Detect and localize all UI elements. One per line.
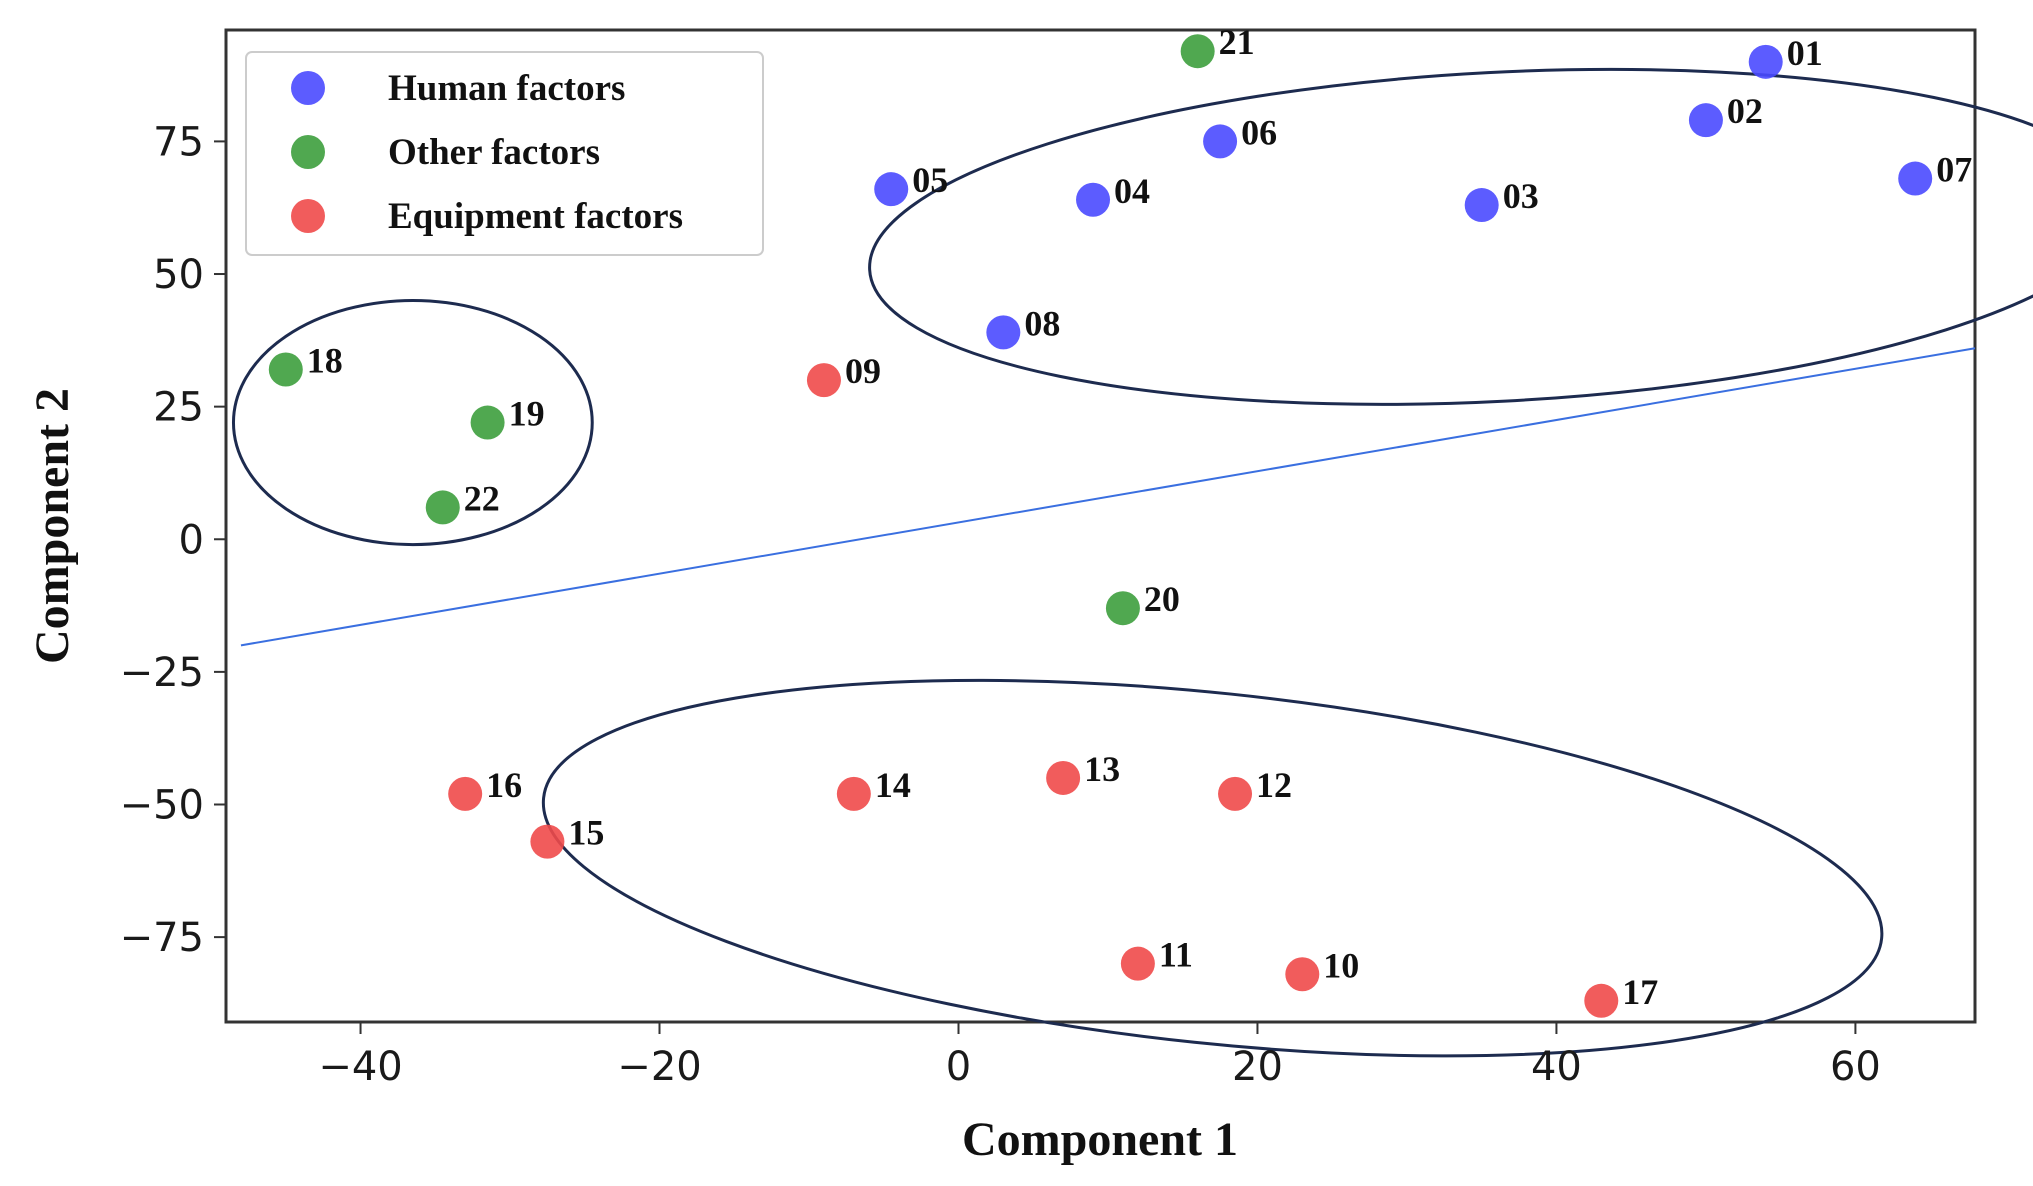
data-point-label: 05 [912,160,948,200]
data-point-label: 22 [464,478,500,518]
y-tick-label: −75 [120,915,204,961]
legend-marker [291,135,325,169]
data-points: 01 02 03 04 05 06 07 08 18 19 20 21 22 09 10 11 12 13 14 15… [268,22,1972,1018]
data-point-label: 11 [1159,935,1193,975]
data-point [986,315,1021,350]
data-point [1218,776,1253,811]
legend-marker [291,199,325,233]
annotations-layer [231,67,2033,1058]
data-point-label: 02 [1727,91,1763,131]
data-point [1046,760,1081,795]
x-tick-label: 0 [946,1044,971,1090]
data-point-label: 17 [1622,972,1658,1012]
plot-area-frame [224,28,1977,1024]
data-point-label: 09 [845,351,881,391]
data-point [1898,161,1933,196]
legend-label: Human factors [388,68,625,109]
data-point-label: 14 [875,765,911,805]
data-point [1464,188,1499,223]
data-point-label: 18 [307,341,343,381]
data-point-label: 06 [1241,112,1277,152]
x-tick-label: −40 [318,1044,402,1090]
data-point-label: 20 [1144,579,1180,619]
data-point [470,405,505,440]
data-point-label: 10 [1323,945,1359,985]
legend-label: Other factors [388,132,600,173]
x-tick-label: 20 [1232,1044,1283,1090]
y-axis: 75 50 25 0 −25 −50 −75 [120,119,226,961]
cluster-ellipse-human [868,67,2033,406]
y-tick-label: −50 [120,783,204,829]
y-axis-title: Component 2 [26,388,79,664]
legend-box [245,51,764,256]
data-point [425,490,460,525]
y-tick-label: 50 [153,252,204,298]
x-tick-label: 60 [1830,1044,1881,1090]
separator-line [240,347,1976,647]
y-tick-label: 75 [153,119,204,165]
x-tick-label: −20 [617,1044,701,1090]
data-point-label: 12 [1256,765,1292,805]
data-point [1105,591,1140,626]
data-point [1203,124,1238,159]
x-axis-title: Component 1 [962,1113,1238,1166]
y-tick-label: −25 [120,650,204,696]
data-point [806,363,841,398]
data-point [1120,946,1155,981]
data-point-label: 13 [1084,749,1120,789]
data-point [1688,103,1723,138]
data-point [448,776,483,811]
data-point-label: 04 [1114,171,1150,211]
data-point-label: 01 [1787,33,1823,73]
x-tick-label: 40 [1531,1044,1582,1090]
cluster-ellipse-other [231,299,594,547]
data-point [874,172,909,207]
data-point-label: 19 [509,394,545,434]
data-point [530,824,565,859]
legend-label: Equipment factors [388,196,683,237]
legend: Human factors Other factors Equipment fact… [245,51,764,256]
data-point-label: 16 [486,765,522,805]
data-point-label: 03 [1503,176,1539,216]
cluster-ellipse-equipment [541,678,1884,1058]
data-point-label: 07 [1936,150,1972,190]
data-point [1748,44,1783,79]
legend-marker [291,71,325,105]
data-point [1180,34,1215,69]
data-point [1584,983,1619,1018]
data-point [1076,182,1111,217]
data-point [268,352,303,387]
data-point [836,776,871,811]
data-point-label: 15 [568,813,604,853]
y-tick-label: 0 [179,517,204,563]
y-tick-label: 25 [153,385,204,431]
data-point [1285,957,1320,992]
x-axis: −40 −20 0 20 40 60 [318,1022,1881,1090]
data-point-label: 21 [1219,22,1255,62]
data-point-label: 08 [1024,303,1060,343]
